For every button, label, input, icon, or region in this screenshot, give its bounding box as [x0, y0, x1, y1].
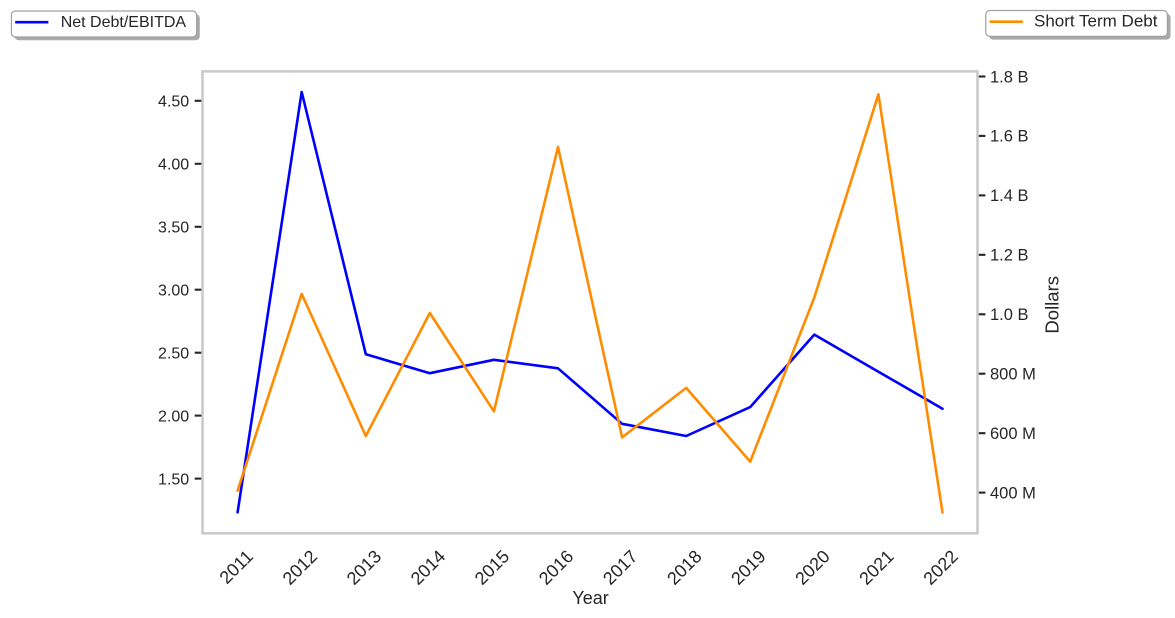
svg-text:1.2 B: 1.2 B [990, 247, 1029, 265]
svg-text:Net Debt/EBITDA: Net Debt/EBITDA [61, 14, 187, 31]
svg-text:400 M: 400 M [990, 484, 1036, 502]
svg-text:2.50: 2.50 [158, 346, 189, 363]
svg-text:1.6 B: 1.6 B [990, 128, 1029, 146]
svg-text:Dollars: Dollars [1041, 276, 1062, 334]
svg-text:3.00: 3.00 [158, 283, 189, 300]
svg-text:Short Term Debt: Short Term Debt [1034, 12, 1158, 31]
svg-text:800 M: 800 M [990, 366, 1036, 384]
svg-text:600 M: 600 M [990, 425, 1036, 443]
svg-text:4.50: 4.50 [158, 94, 189, 111]
svg-text:4.00: 4.00 [158, 157, 189, 174]
svg-text:1.50: 1.50 [158, 471, 189, 488]
svg-text:2.00: 2.00 [158, 408, 189, 425]
svg-text:1.8 B: 1.8 B [990, 68, 1029, 86]
svg-text:3.50: 3.50 [158, 220, 189, 237]
svg-text:Year: Year [572, 588, 608, 608]
svg-text:1.4 B: 1.4 B [990, 187, 1029, 205]
svg-text:1.0 B: 1.0 B [990, 306, 1029, 324]
